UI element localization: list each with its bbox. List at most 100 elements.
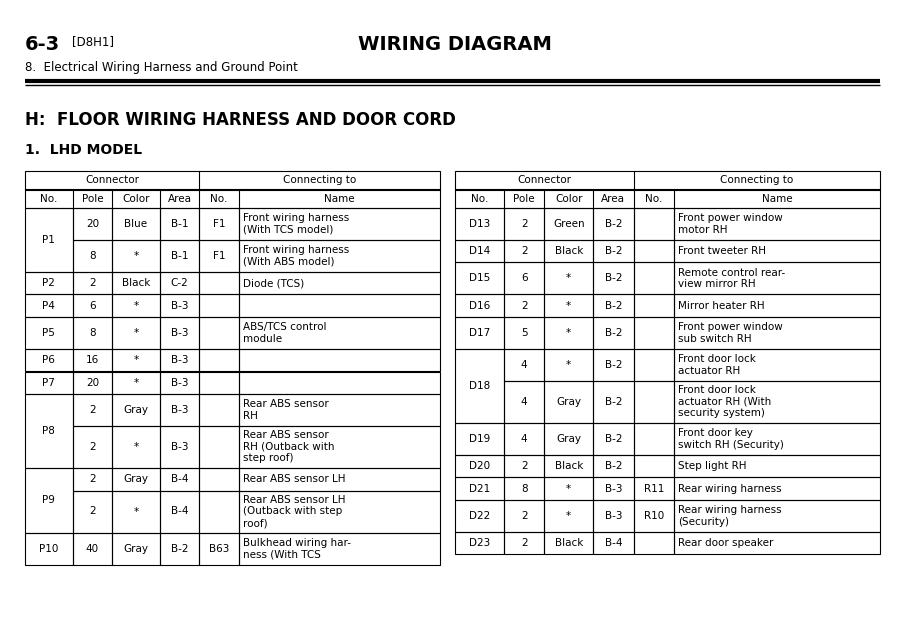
Bar bbox=[199, 349, 238, 372]
Bar bbox=[25, 317, 73, 349]
Bar bbox=[238, 208, 440, 240]
Bar bbox=[199, 394, 238, 426]
Text: 8: 8 bbox=[89, 328, 95, 338]
Bar bbox=[455, 455, 504, 478]
Bar bbox=[504, 317, 544, 349]
Bar bbox=[634, 381, 674, 423]
Text: F1: F1 bbox=[212, 251, 225, 261]
Text: Black: Black bbox=[554, 538, 583, 548]
Text: RH (Outback with: RH (Outback with bbox=[243, 442, 334, 452]
Bar bbox=[112, 317, 160, 349]
Bar bbox=[634, 455, 674, 478]
Text: WIRING DIAGRAM: WIRING DIAGRAM bbox=[358, 35, 552, 54]
Text: No.: No. bbox=[211, 194, 228, 203]
Bar bbox=[674, 478, 880, 500]
Bar bbox=[25, 294, 73, 317]
Text: 20: 20 bbox=[86, 219, 99, 229]
Text: B-2: B-2 bbox=[605, 328, 622, 338]
Bar bbox=[25, 208, 73, 272]
Text: Front tweeter RH: Front tweeter RH bbox=[678, 246, 766, 256]
Text: Front wiring harness: Front wiring harness bbox=[243, 213, 349, 223]
Text: (With TCS model): (With TCS model) bbox=[243, 225, 333, 235]
Bar bbox=[25, 468, 73, 532]
Text: B-2: B-2 bbox=[605, 397, 622, 407]
Text: motor RH: motor RH bbox=[678, 225, 727, 235]
Text: D14: D14 bbox=[469, 246, 491, 256]
Text: 1.  LHD MODEL: 1. LHD MODEL bbox=[25, 143, 142, 157]
Text: Black: Black bbox=[122, 278, 150, 289]
Text: *: * bbox=[566, 484, 572, 494]
Text: (With ABS model): (With ABS model) bbox=[243, 257, 334, 266]
Bar bbox=[634, 317, 674, 349]
Text: 2: 2 bbox=[521, 301, 527, 311]
Bar bbox=[544, 532, 593, 554]
Bar bbox=[199, 426, 238, 468]
Text: Gray: Gray bbox=[123, 474, 148, 484]
Text: B63: B63 bbox=[209, 544, 230, 554]
Bar bbox=[455, 240, 504, 263]
Bar bbox=[25, 272, 73, 294]
Bar bbox=[160, 394, 199, 426]
Text: P2: P2 bbox=[42, 278, 55, 289]
Text: actuator RH (With: actuator RH (With bbox=[678, 397, 771, 407]
Bar bbox=[238, 240, 440, 272]
Bar bbox=[544, 263, 593, 294]
Text: Gray: Gray bbox=[556, 397, 581, 407]
Text: ness (With TCS: ness (With TCS bbox=[243, 549, 320, 559]
Bar bbox=[112, 394, 160, 426]
Bar bbox=[25, 171, 440, 190]
Text: 2: 2 bbox=[89, 474, 95, 484]
Text: C-2: C-2 bbox=[171, 278, 188, 289]
Bar bbox=[544, 478, 593, 500]
Text: (Security): (Security) bbox=[678, 517, 729, 527]
Bar bbox=[504, 455, 544, 478]
Text: B-3: B-3 bbox=[171, 442, 188, 452]
Bar bbox=[674, 294, 880, 317]
Text: [D8H1]: [D8H1] bbox=[72, 35, 114, 48]
Bar bbox=[634, 208, 674, 240]
Bar bbox=[73, 491, 112, 532]
Text: D23: D23 bbox=[469, 538, 491, 548]
Text: Front door lock: Front door lock bbox=[678, 386, 756, 396]
Text: Front wiring harness: Front wiring harness bbox=[243, 245, 349, 255]
Bar bbox=[593, 208, 634, 240]
Text: P8: P8 bbox=[42, 426, 55, 436]
Bar bbox=[238, 468, 440, 491]
Bar bbox=[160, 294, 199, 317]
Text: D15: D15 bbox=[469, 273, 491, 284]
Text: B-2: B-2 bbox=[605, 434, 622, 444]
Text: 2: 2 bbox=[521, 461, 527, 471]
Bar bbox=[634, 294, 674, 317]
Bar bbox=[25, 190, 440, 208]
Text: *: * bbox=[566, 360, 572, 370]
Text: B-3: B-3 bbox=[171, 328, 188, 338]
Text: Gray: Gray bbox=[556, 434, 581, 444]
Bar bbox=[238, 272, 440, 294]
Text: Area: Area bbox=[167, 194, 192, 203]
Text: H:  FLOOR WIRING HARNESS AND DOOR CORD: H: FLOOR WIRING HARNESS AND DOOR CORD bbox=[25, 111, 456, 129]
Text: Mirror heater RH: Mirror heater RH bbox=[678, 301, 764, 311]
Bar bbox=[199, 240, 238, 272]
Text: Front door lock: Front door lock bbox=[678, 354, 756, 364]
Bar bbox=[199, 294, 238, 317]
Text: 20: 20 bbox=[86, 378, 99, 387]
Bar bbox=[112, 491, 160, 532]
Text: Rear wiring harness: Rear wiring harness bbox=[678, 505, 781, 515]
Text: sub switch RH: sub switch RH bbox=[678, 334, 752, 344]
Bar bbox=[634, 532, 674, 554]
Text: switch RH (Security): switch RH (Security) bbox=[678, 440, 784, 450]
Text: Rear ABS sensor LH: Rear ABS sensor LH bbox=[243, 495, 346, 505]
Text: *: * bbox=[133, 328, 139, 338]
Text: Black: Black bbox=[554, 461, 583, 471]
Text: B-4: B-4 bbox=[605, 538, 622, 548]
Bar bbox=[73, 468, 112, 491]
Text: B-2: B-2 bbox=[171, 544, 188, 554]
Text: 8: 8 bbox=[521, 484, 527, 494]
Text: P7: P7 bbox=[42, 378, 55, 387]
Bar bbox=[455, 500, 504, 532]
Bar bbox=[544, 240, 593, 263]
Bar bbox=[238, 294, 440, 317]
Text: B-2: B-2 bbox=[605, 461, 622, 471]
Text: *: * bbox=[566, 301, 572, 311]
Bar bbox=[544, 500, 593, 532]
